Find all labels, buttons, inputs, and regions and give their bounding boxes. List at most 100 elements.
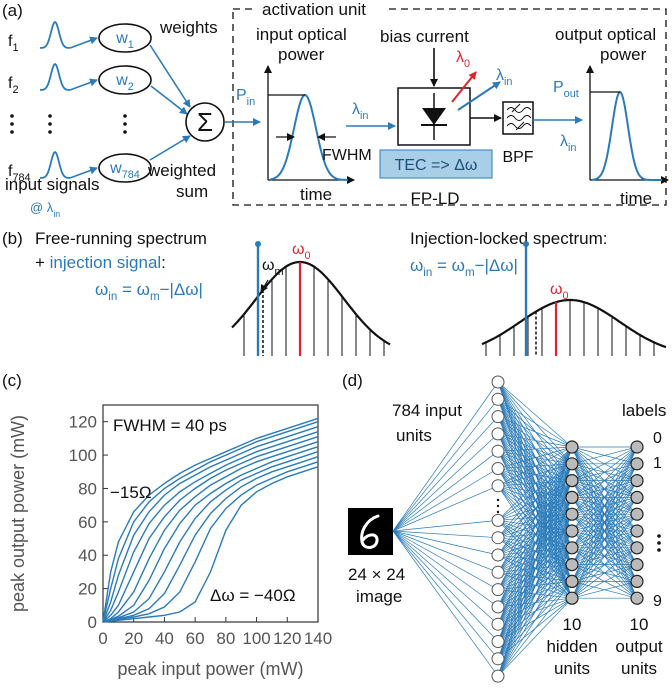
weight-label-text: w	[115, 72, 128, 89]
output-unit	[631, 458, 643, 470]
output-unit	[631, 559, 643, 571]
tec-label: TEC => Δω	[395, 157, 478, 174]
lambda-0-label-subscript: 0	[464, 58, 470, 70]
spectrum-envelope	[482, 300, 666, 347]
injection-dot	[255, 241, 261, 247]
output-unit	[631, 475, 643, 487]
weighted-sum-label: weighted	[147, 161, 216, 180]
annotation: FWHM = 40 ps	[113, 416, 227, 435]
input-pulse	[40, 22, 70, 48]
omega-equation-text: ω	[95, 280, 108, 299]
fwhm-label: FWHM	[322, 147, 372, 164]
ellipsis-dot	[123, 122, 127, 126]
hidden-unit	[566, 475, 578, 487]
output-unit	[631, 508, 643, 520]
output-unit	[631, 491, 643, 503]
spectrum-title-text: injection signal	[50, 253, 162, 272]
class-label: 0	[653, 430, 662, 447]
output-unit	[631, 592, 643, 604]
input-pulse	[40, 64, 70, 90]
output-units-label: 10	[630, 615, 649, 634]
ellipsis-dot	[657, 541, 661, 545]
ellipsis-dot	[48, 130, 52, 134]
edge	[393, 531, 498, 642]
hidden-unit	[566, 559, 578, 571]
omega-equation-text: = ω	[432, 256, 465, 275]
omega-m-label: ωm	[262, 257, 284, 278]
input-unit	[492, 393, 504, 405]
ellipsis-dot	[497, 511, 499, 513]
edge	[393, 531, 498, 624]
weight-label-subscript: 784	[122, 169, 140, 181]
input-unit	[492, 463, 504, 475]
y-tick-label: 120	[69, 413, 97, 432]
input-unit	[492, 428, 504, 440]
output-units-label: units	[621, 659, 657, 678]
input-unit	[492, 601, 504, 613]
input-unit	[492, 514, 504, 526]
labels-title: labels	[622, 401, 666, 420]
hidden-unit	[566, 441, 578, 453]
lambda-label-subscript: in	[568, 142, 576, 154]
weight-label-text: w	[109, 160, 122, 177]
omega-equation-text: = ω	[117, 280, 150, 299]
annotation: −15Ω	[110, 483, 152, 502]
panel-label: (d)	[342, 371, 363, 390]
y-tick-label: 40	[78, 546, 97, 565]
class-label: 9	[653, 593, 662, 610]
y-axis-label: peak output power (mW)	[8, 415, 28, 612]
input-unit	[492, 411, 504, 423]
lambda-label-text: λ	[496, 67, 504, 84]
weight-arrow	[151, 86, 187, 114]
p-out-label-subscript: out	[564, 88, 579, 100]
input-unit	[492, 445, 504, 457]
omega-0-label-subscript: 0	[305, 250, 311, 262]
input-unit	[492, 566, 504, 578]
figure: (a)f1w1f2w2f784w784weightsΣinput signals…	[0, 0, 672, 691]
p-out-label-text: P	[553, 79, 564, 96]
ellipsis-dot	[657, 534, 661, 538]
output-pulse	[592, 92, 662, 180]
input-unit	[492, 480, 504, 492]
wavelength-label-text: @ λ	[30, 200, 54, 215]
output-unit	[631, 441, 643, 453]
omega-equation-subscript: m	[150, 291, 160, 303]
ellipsis-dot	[48, 122, 52, 126]
input-unit	[492, 653, 504, 665]
omega-equation-subscript: in	[423, 267, 432, 279]
lambda-0-label: λ0	[456, 49, 470, 70]
omega-0-label-text: ω	[550, 281, 563, 298]
input-unit	[492, 549, 504, 561]
panel-label: (c)	[2, 371, 22, 390]
output-power-label: power	[600, 45, 647, 64]
ellipsis-dot	[123, 114, 127, 118]
edge	[393, 531, 498, 659]
hidden-unit	[566, 491, 578, 503]
panel-label: (b)	[2, 229, 23, 248]
input-unit	[492, 618, 504, 630]
lambda-label-subscript: in	[504, 76, 512, 88]
p-out-label: Pout	[553, 79, 579, 100]
edge	[393, 434, 498, 531]
output-unit	[631, 525, 643, 537]
spectrum-envelope	[232, 262, 390, 344]
omega-equation: ωin = ωm−|Δω|	[410, 256, 518, 279]
x-tick-label: 100	[242, 629, 270, 648]
output-units-label: output	[615, 637, 663, 656]
edge	[393, 531, 498, 676]
input-frequency: f2	[8, 75, 19, 96]
omega-equation-subscript: m	[465, 267, 475, 279]
lambda-label-text: λ	[352, 101, 360, 118]
edge	[393, 531, 498, 607]
lambda-label: λin	[352, 101, 368, 122]
spectrum-title: Free-running spectrum	[35, 229, 207, 248]
lambda-label-text: λ	[560, 133, 568, 150]
bpf-label: BPF	[502, 149, 533, 166]
spectrum-title: Injection-locked spectrum:	[410, 229, 607, 248]
omega-m-label-text: ω	[262, 257, 275, 274]
sum-symbol: Σ	[197, 107, 213, 137]
y-tick-label: 60	[78, 513, 97, 532]
weight-label-text: w	[115, 30, 128, 47]
output-unit	[631, 542, 643, 554]
image-label: image	[356, 587, 402, 606]
